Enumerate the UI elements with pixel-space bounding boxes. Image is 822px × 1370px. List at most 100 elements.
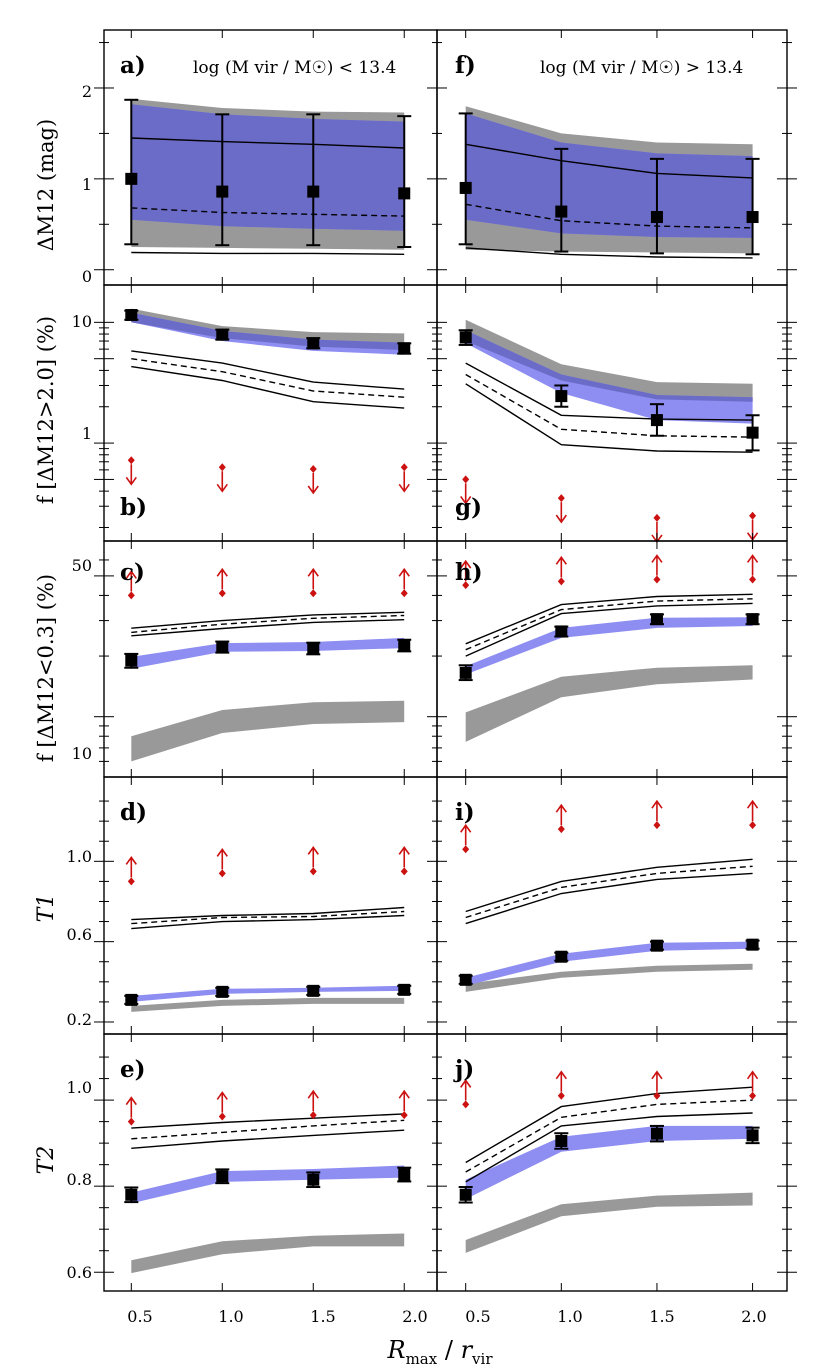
model-line-upper-h — [465, 593, 753, 645]
limit-diamond-c-0 — [127, 591, 135, 600]
gray-band-e — [131, 1233, 405, 1274]
panel-label-c: c) — [120, 559, 145, 586]
limit-arrow-b-1 — [216, 471, 228, 493]
gray-band-d — [131, 997, 405, 1012]
ytick-row5-1: 0.8 — [67, 1170, 92, 1189]
model-line-lower-j — [465, 1112, 753, 1183]
data-point-a-0 — [125, 172, 138, 185]
xtick-left-3: 2.0 — [402, 1307, 427, 1326]
limit-diamond-i-0 — [462, 845, 470, 854]
model-line-lower-g — [465, 383, 753, 453]
xtick-right-2: 1.5 — [649, 1307, 674, 1326]
model-line-lower-c — [131, 619, 405, 637]
model-line-lower-e — [131, 1129, 405, 1149]
model-line-dashed-c — [131, 614, 405, 634]
xtick-left-1: 1.0 — [218, 1307, 243, 1326]
limit-diamond-i-2 — [653, 821, 661, 830]
limit-arrow-j-2 — [651, 1070, 663, 1092]
data-point-e-2 — [307, 1173, 320, 1186]
panel-label-b: b) — [120, 494, 147, 521]
limit-diamond-b-1 — [218, 463, 226, 472]
model-line-lower-b — [131, 365, 405, 409]
ytick-row1-0: 0 — [82, 267, 92, 286]
ytick-row1-2: 2 — [82, 82, 92, 101]
limit-diamond-c-1 — [218, 589, 226, 598]
model-line-dashed-b — [131, 358, 405, 398]
gray-band-j — [465, 1192, 753, 1253]
model-line-lower-h — [465, 602, 753, 657]
data-point-g-2 — [650, 414, 663, 427]
model-line-upper-c — [131, 611, 405, 629]
model-line-dashed-h — [465, 598, 753, 651]
ylabel-row-1: ΔM12 (mag) — [34, 119, 58, 251]
limit-arrow-e-2 — [307, 1089, 319, 1112]
limit-arrow-c-3 — [398, 567, 410, 590]
model-line-dashed-e — [131, 1119, 405, 1140]
limit-diamond-e-3 — [400, 1111, 408, 1120]
data-point-d-2 — [307, 984, 320, 997]
data-point-f-3 — [746, 211, 759, 224]
data-point-a-3 — [398, 187, 411, 200]
ytick-row1-1: 1 — [82, 175, 92, 194]
panel-frame-j — [436, 1033, 788, 1292]
limit-arrow-c-1 — [216, 567, 228, 590]
gray-band-b — [131, 308, 405, 350]
blue-band-e — [131, 1165, 405, 1204]
limit-diamond-b-0 — [127, 456, 135, 465]
data-point-h-2 — [650, 613, 663, 626]
data-point-c-2 — [307, 642, 320, 655]
blue-band-h — [465, 617, 753, 675]
data-point-f-2 — [650, 211, 663, 224]
limit-arrow-b-2 — [307, 473, 319, 495]
limit-arrow-g-1 — [555, 502, 567, 524]
overlap-band-g — [465, 330, 753, 402]
overlap-band-f — [465, 113, 753, 238]
limit-arrow-e-0 — [125, 1096, 137, 1118]
limit-arrow-h-2 — [651, 554, 663, 576]
model-line-lower-d — [131, 914, 405, 930]
limit-arrow-j-3 — [746, 1070, 759, 1092]
limit-arrow-d-3 — [398, 845, 410, 868]
ytick-row4-0: 0.2 — [67, 1010, 92, 1029]
ytick-row5-0: 0.6 — [67, 1263, 92, 1282]
data-point-f-0 — [459, 181, 472, 194]
limit-arrow-e-3 — [398, 1089, 410, 1112]
ytick-row2-1: 10 — [72, 312, 92, 331]
data-point-g-0 — [459, 331, 472, 344]
limit-diamond-i-3 — [749, 821, 757, 830]
limit-diamond-g-0 — [462, 475, 470, 484]
blue-band-d — [131, 985, 405, 1002]
model-line-upper-e — [131, 1113, 405, 1129]
limit-diamond-d-2 — [309, 867, 317, 876]
ytick-row4-2: 1.0 — [67, 847, 92, 866]
limit-diamond-j-3 — [749, 1091, 757, 1100]
frames-layer — [94, 29, 797, 1292]
limit-diamond-h-1 — [557, 577, 565, 586]
data-point-c-0 — [125, 654, 138, 667]
panel-frame-e — [103, 1033, 438, 1292]
data-point-i-1 — [555, 950, 568, 963]
model-line-dashed-a — [131, 207, 405, 217]
model-line-dashed-g — [465, 373, 753, 438]
limit-arrow-i-0 — [460, 823, 472, 846]
model-line-dashed-f — [465, 203, 753, 229]
overlap-band-b — [131, 312, 405, 350]
points-layer — [124, 98, 760, 1204]
data-point-g-1 — [555, 390, 568, 403]
limit-arrow-j-0 — [460, 1079, 472, 1101]
limit-arrow-b-3 — [398, 471, 410, 493]
blue-band-i — [465, 941, 753, 986]
panel-label-d: d) — [120, 799, 147, 826]
lines-layer — [131, 137, 753, 1183]
limit-arrow-b-0 — [125, 464, 137, 486]
data-point-d-1 — [216, 985, 229, 998]
ytick-row3-0: 10 — [72, 744, 92, 763]
panel-label-i: i) — [455, 799, 475, 826]
data-point-c-3 — [398, 639, 411, 652]
ylabel-row-3: f [ΔM12<0.3] (%) — [34, 574, 58, 762]
data-point-b-3 — [398, 342, 411, 355]
ylabel-row-5: T2 — [34, 1146, 59, 1175]
data-point-i-0 — [459, 973, 472, 986]
limit-arrow-d-1 — [216, 847, 228, 870]
